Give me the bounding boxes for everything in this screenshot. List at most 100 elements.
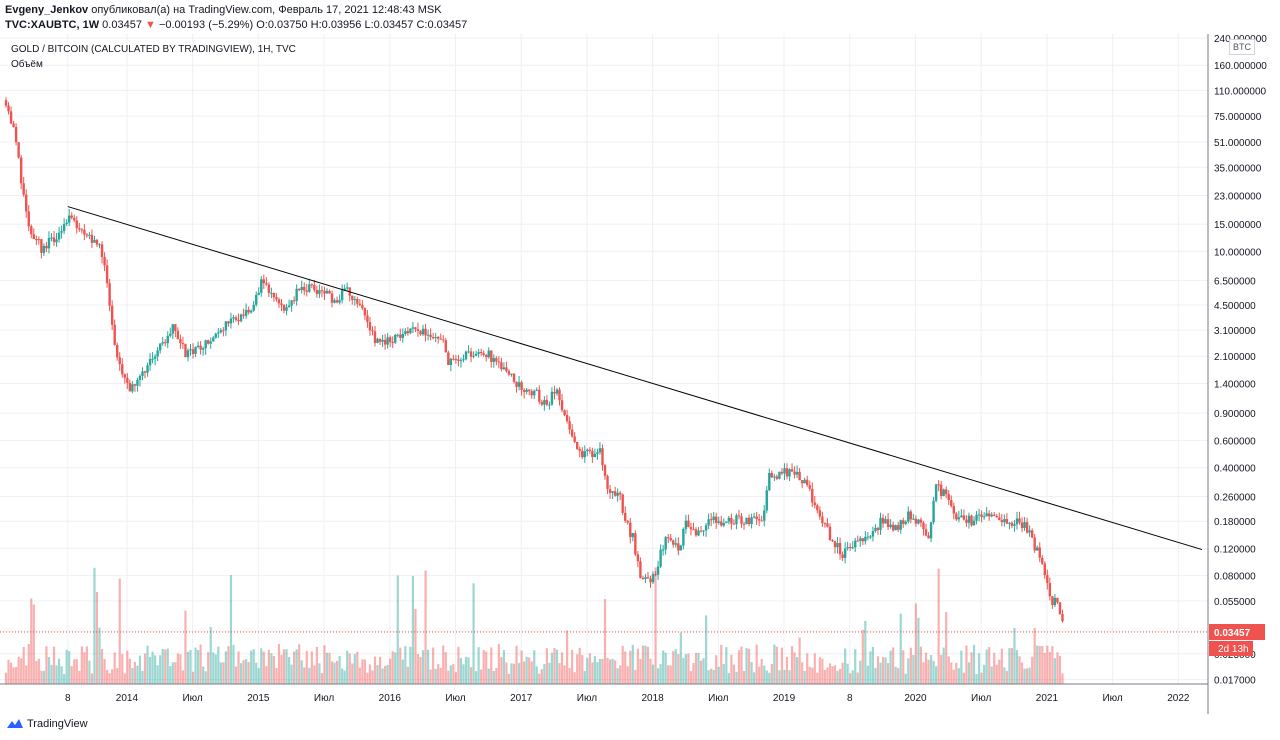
tradingview-brand[interactable]: TradingView (6, 718, 88, 730)
candle-body (631, 533, 635, 538)
author-name[interactable]: Evgeny_Jenkov (5, 4, 89, 16)
volume-bar (343, 670, 346, 684)
candle (644, 573, 647, 584)
candle-body (881, 517, 885, 524)
candle (616, 488, 619, 502)
volume-bar (389, 658, 392, 684)
candle (297, 288, 301, 292)
candle-body (260, 279, 263, 293)
candle-body (490, 350, 493, 362)
candle-body (404, 331, 407, 334)
candle (831, 539, 834, 542)
candle-body (725, 521, 728, 524)
chart-canvas[interactable]: 240.000000160.000000110.00000075.0000005… (0, 34, 1280, 714)
volume-bar (93, 567, 96, 684)
candle (550, 387, 554, 406)
volume-bar (960, 650, 963, 684)
candle-body (40, 239, 43, 253)
volume-bar (788, 670, 791, 684)
candle (704, 522, 708, 537)
volume-bar (65, 649, 68, 684)
candle-body (646, 577, 650, 579)
candle (136, 377, 139, 392)
chart-area[interactable]: 240.000000160.000000110.00000075.0000005… (0, 34, 1280, 714)
price-axis-label: 0.600000 (1214, 436, 1256, 447)
candle (472, 351, 475, 359)
volume-bar (568, 667, 571, 684)
volume-bar (113, 652, 116, 684)
candle (596, 448, 599, 460)
candle (396, 333, 399, 338)
volume-bar (409, 646, 412, 684)
candle-body (285, 307, 288, 311)
candle-body (811, 488, 814, 503)
candle (717, 516, 720, 525)
candle-body (785, 468, 789, 477)
candle (993, 512, 996, 517)
candle-body (406, 331, 410, 334)
candle (244, 303, 248, 319)
volume-bar (78, 670, 81, 684)
candle (353, 295, 356, 306)
candle-body (970, 515, 973, 526)
volume-bar (932, 660, 935, 684)
candle-body (591, 450, 594, 458)
candle (356, 296, 359, 308)
volume-bar (702, 658, 705, 684)
volume-bar (919, 646, 923, 684)
candle-body (1015, 518, 1019, 525)
candle-body (335, 300, 339, 303)
candle-body (358, 303, 362, 306)
candle-body (980, 514, 983, 517)
volume-bar (1033, 628, 1036, 684)
volume-bar (4, 672, 8, 684)
candle (37, 236, 41, 245)
candle-body (689, 527, 693, 530)
candle (618, 490, 622, 501)
candle-body (442, 339, 445, 341)
volume-bar (358, 667, 361, 684)
candle-body (750, 517, 753, 525)
volume-bar (770, 663, 773, 684)
candle (669, 534, 672, 542)
volume-bar (993, 652, 996, 684)
candle (234, 315, 238, 322)
candle (229, 312, 233, 329)
volume-bar (563, 665, 566, 684)
volume-bar (452, 663, 455, 684)
volume-bar (308, 667, 311, 684)
candle-body (166, 335, 169, 344)
candle (252, 300, 255, 312)
volume-bar (22, 646, 25, 684)
candle (4, 97, 8, 108)
volume-bar (242, 660, 245, 684)
volume-bar (644, 645, 647, 684)
volume-bar (154, 655, 157, 684)
volume-bar (116, 668, 119, 684)
volume-bar (371, 670, 374, 684)
candle-body (871, 531, 875, 537)
volume-bar (581, 654, 584, 684)
candle (522, 388, 526, 399)
volume-bar (424, 570, 427, 684)
candle (267, 282, 271, 298)
volume-bar (768, 672, 771, 684)
volume-bar (995, 664, 998, 684)
candle (922, 520, 925, 536)
volume-bar (816, 672, 819, 684)
candle-body (522, 390, 526, 392)
candle (507, 368, 511, 377)
currency-label[interactable]: BTC (1229, 39, 1255, 55)
volume-bar (682, 657, 685, 684)
candle (977, 508, 981, 522)
candle-body (730, 517, 733, 524)
price-axis-label: 0.017000 (1214, 676, 1256, 687)
candle (320, 285, 324, 298)
candle (194, 346, 197, 358)
volume-bar (462, 664, 465, 684)
volume-bar (641, 645, 645, 684)
candle-body (886, 519, 890, 528)
candle-body (363, 308, 367, 316)
volume-bar (234, 666, 238, 684)
volume-bar (950, 662, 953, 684)
